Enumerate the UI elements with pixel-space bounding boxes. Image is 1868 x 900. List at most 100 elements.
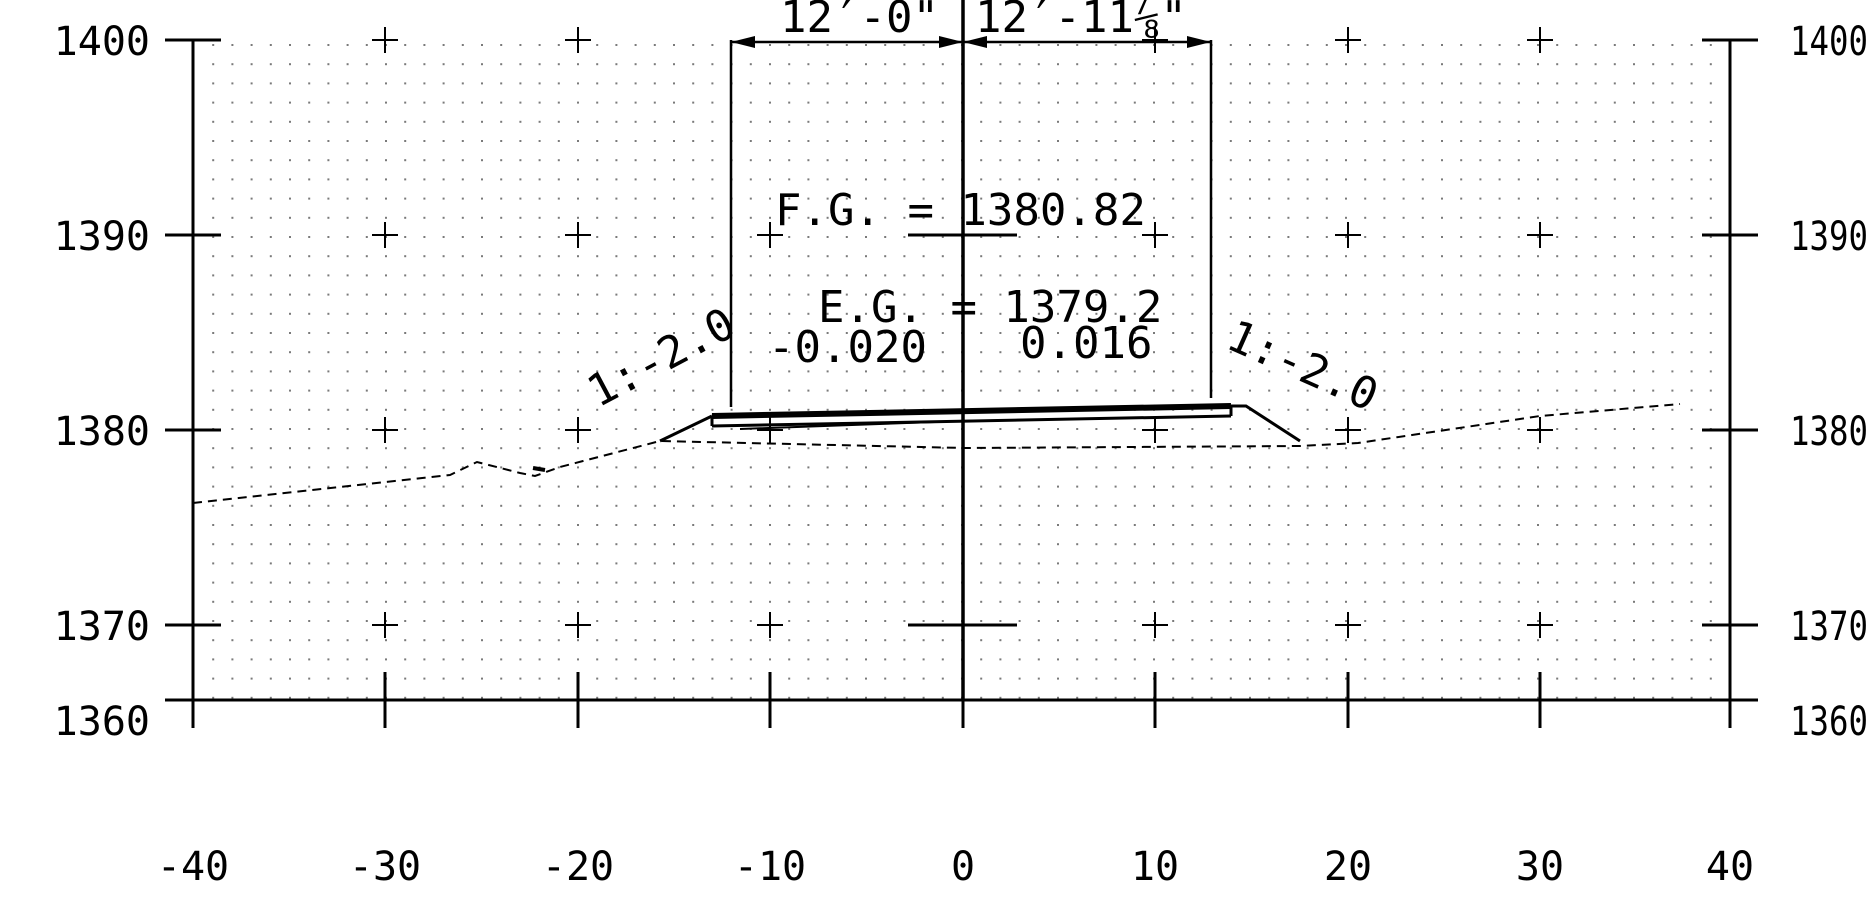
grid-dot — [1652, 217, 1654, 219]
grid-dot — [1095, 505, 1097, 507]
grid-dot — [1191, 294, 1193, 296]
grid-dot — [443, 313, 445, 315]
grid-dot — [1691, 370, 1693, 372]
grid-dot — [462, 658, 464, 660]
grid-dot — [1460, 217, 1462, 219]
grid-dot — [1326, 121, 1328, 123]
grid-dot — [308, 217, 310, 219]
grid-dot — [558, 562, 560, 564]
grid-dot — [385, 217, 387, 219]
grid-dot — [366, 486, 368, 488]
grid-dot — [884, 601, 886, 603]
grid-dot — [1614, 63, 1616, 65]
grid-dot — [1614, 236, 1616, 238]
grid-dot — [443, 486, 445, 488]
grid-dot — [1403, 102, 1405, 104]
grid-dot — [807, 409, 809, 411]
grid-dot — [1153, 274, 1155, 276]
grid-dot — [1249, 178, 1251, 180]
grid-dot — [1633, 409, 1635, 411]
grid-dot — [750, 159, 752, 161]
grid-plus-mark — [372, 612, 398, 638]
grid-dot — [1287, 447, 1289, 449]
grid-dot — [1691, 82, 1693, 84]
left-side-slope-label: 1:-2.0 — [579, 298, 743, 418]
grid-dot — [327, 294, 329, 296]
grid-dot — [385, 466, 387, 468]
grid-dot — [577, 409, 579, 411]
grid-dot — [366, 294, 368, 296]
grid-dot — [711, 428, 713, 430]
grid-dot — [443, 562, 445, 564]
grid-dot — [1537, 294, 1539, 296]
grid-dot — [1153, 543, 1155, 545]
grid-dot — [500, 159, 502, 161]
grid-dot — [577, 351, 579, 353]
grid-dot — [788, 486, 790, 488]
grid-dot — [1191, 121, 1193, 123]
grid-dot — [519, 274, 521, 276]
grid-dot — [1441, 332, 1443, 334]
grid-dot — [1499, 82, 1501, 84]
grid-dot — [788, 44, 790, 46]
grid-dot — [1249, 447, 1251, 449]
grid-dot — [711, 447, 713, 449]
grid-dot — [903, 428, 905, 430]
grid-dot — [865, 562, 867, 564]
grid-dot — [1556, 370, 1558, 372]
grid-dot — [1691, 505, 1693, 507]
grid-dot — [1095, 562, 1097, 564]
grid-dot — [731, 409, 733, 411]
grid-dot — [423, 44, 425, 46]
grid-dot — [1403, 63, 1405, 65]
grid-dot — [1211, 428, 1213, 430]
grid-dot — [923, 486, 925, 488]
grid-dot — [1057, 428, 1059, 430]
grid-dot — [692, 601, 694, 603]
grid-dot — [1172, 198, 1174, 200]
grid-plus-mark — [1527, 417, 1553, 443]
grid-dot — [615, 601, 617, 603]
grid-dot — [1671, 102, 1673, 104]
grid-dot — [558, 294, 560, 296]
grid-dot — [1652, 274, 1654, 276]
grid-dot — [923, 82, 925, 84]
grid-dot — [1134, 658, 1136, 660]
grid-dot — [1115, 620, 1117, 622]
grid-dot — [1307, 159, 1309, 161]
grid-dot — [827, 601, 829, 603]
grid-dot — [1115, 274, 1117, 276]
grid-dot — [1537, 658, 1539, 660]
grid-dot — [1614, 198, 1616, 200]
grid-dot — [1019, 639, 1021, 641]
grid-dot — [443, 198, 445, 200]
grid-dot — [999, 44, 1001, 46]
grid-dot — [827, 582, 829, 584]
grid-plus-mark — [372, 222, 398, 248]
grid-dot — [404, 678, 406, 680]
grid-dot — [1364, 255, 1366, 257]
grid-dot — [1287, 102, 1289, 104]
grid-dot — [1422, 678, 1424, 680]
grid-dot — [1230, 217, 1232, 219]
grid-dot — [1441, 140, 1443, 142]
grid-dot — [788, 601, 790, 603]
grid-dot — [1479, 274, 1481, 276]
grid-dot — [903, 236, 905, 238]
grid-dot — [1575, 543, 1577, 545]
grid-dot — [212, 255, 214, 257]
grid-dot — [673, 658, 675, 660]
grid-dot — [615, 178, 617, 180]
grid-dot — [769, 255, 771, 257]
grid-dot — [385, 332, 387, 334]
grid-dot — [1287, 63, 1289, 65]
grid-dot — [1364, 678, 1366, 680]
grid-dot — [903, 486, 905, 488]
grid-dot — [750, 121, 752, 123]
grid-dot — [692, 121, 694, 123]
grid-dot — [404, 178, 406, 180]
grid-dot — [1460, 82, 1462, 84]
grid-dot — [1575, 159, 1577, 161]
grid-dot — [1403, 236, 1405, 238]
grid-dot — [347, 63, 349, 65]
